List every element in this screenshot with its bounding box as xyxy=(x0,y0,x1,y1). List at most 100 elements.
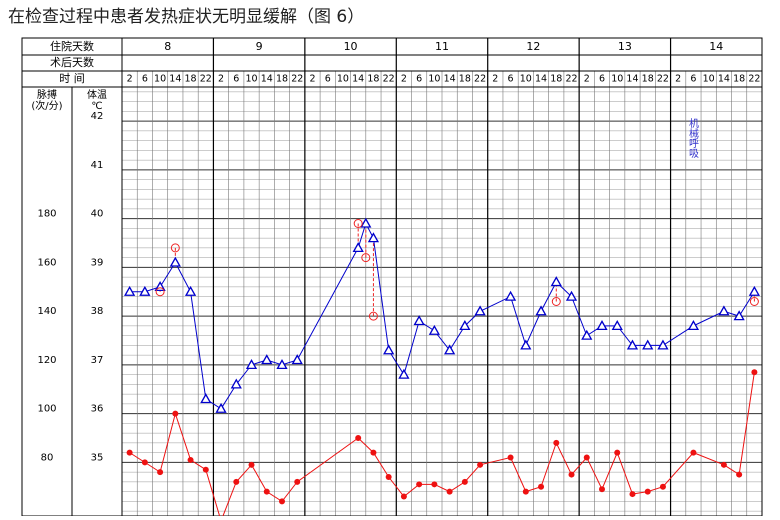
cooled-temperature-point xyxy=(368,311,378,321)
cooled-temperature-point xyxy=(170,243,180,253)
temperature-point xyxy=(626,339,639,350)
pulse-point xyxy=(248,461,255,468)
row-label: 时 间 xyxy=(59,72,85,85)
annotation: 机械呼吸 xyxy=(687,117,699,159)
temperature-point xyxy=(413,315,425,326)
temperature-point xyxy=(596,320,608,331)
x-tick-label: 10 xyxy=(428,74,440,85)
temperature-point xyxy=(398,368,410,379)
temperature-point xyxy=(169,256,181,267)
temperature-point xyxy=(687,320,700,331)
temperature-point xyxy=(642,339,654,350)
pulse-point xyxy=(233,478,240,485)
pulse-point xyxy=(431,481,438,488)
x-tick-label: 6 xyxy=(233,74,239,85)
pulse-point xyxy=(629,491,636,498)
temperature-point xyxy=(459,320,471,331)
day-label: 14 xyxy=(709,40,723,53)
temperature-point xyxy=(581,329,593,340)
temperature-point xyxy=(657,339,669,350)
pulse-point xyxy=(751,369,758,376)
x-tick-label: 14 xyxy=(169,74,181,85)
temperature-point xyxy=(352,242,364,253)
x-tick-label: 10 xyxy=(703,74,715,85)
y2-tick-label: 120 xyxy=(37,355,56,366)
x-tick-label: 6 xyxy=(325,74,331,85)
x-tick-label: 6 xyxy=(690,74,696,85)
temperature-point xyxy=(535,305,547,316)
pulse-point xyxy=(157,469,164,476)
y2-tick-label: 80 xyxy=(41,452,54,463)
y-tick-label: 40 xyxy=(91,209,104,220)
pulse-point xyxy=(385,474,392,480)
temperature-point xyxy=(261,354,273,365)
pulse-point xyxy=(690,449,697,456)
x-tick-label: 14 xyxy=(352,74,364,85)
plot xyxy=(124,217,760,516)
day-label: 13 xyxy=(618,40,632,53)
temperature-point xyxy=(200,393,212,404)
temperature-point xyxy=(550,276,562,287)
chart-frame xyxy=(21,37,763,517)
x-tick-label: 22 xyxy=(383,74,395,85)
x-tick-label: 6 xyxy=(416,74,422,85)
temperature-point xyxy=(184,285,197,296)
cooled-temperature-point xyxy=(749,297,759,306)
x-tick-label: 6 xyxy=(508,74,514,85)
temperature-point xyxy=(245,359,258,370)
x-tick-label: 18 xyxy=(550,74,562,85)
x-tick-label: 6 xyxy=(599,74,605,85)
pulse-point xyxy=(172,410,179,417)
x-tick-label: 14 xyxy=(718,74,730,85)
temperature-point xyxy=(291,354,303,365)
cooled-temperature-point xyxy=(353,219,363,228)
y2-tick-label: 160 xyxy=(37,257,56,268)
y-tick-label: 37 xyxy=(91,355,104,366)
pulse-point xyxy=(202,466,209,473)
pulse-point xyxy=(477,461,484,468)
x-tick-label: 22 xyxy=(565,74,577,85)
temperature-point xyxy=(718,305,730,316)
pulse-point xyxy=(141,459,148,466)
pulse-point xyxy=(568,471,575,478)
y2-tick-label: 140 xyxy=(37,306,56,317)
axis-title: 脉搏 xyxy=(37,88,57,101)
temperature-point xyxy=(611,320,623,331)
day-label: 10 xyxy=(344,40,358,53)
x-tick-label: 10 xyxy=(611,74,623,85)
temperature-point xyxy=(230,378,242,389)
cooled-temperature-point xyxy=(361,253,371,263)
temperature-point xyxy=(520,339,532,350)
pulse-point xyxy=(659,483,666,490)
pulse-point xyxy=(370,449,377,456)
x-tick-label: 14 xyxy=(444,74,456,85)
pulse-point xyxy=(720,461,727,468)
x-tick-label: 18 xyxy=(733,74,745,85)
y2-tick-label: 100 xyxy=(37,404,56,415)
y-tick-label: 41 xyxy=(91,160,104,171)
x-tick-label: 10 xyxy=(337,74,349,85)
temperature-point xyxy=(504,290,517,301)
y-tick-label: 42 xyxy=(91,111,104,122)
cooled-temperature-point xyxy=(551,297,561,306)
pulse-point xyxy=(294,478,301,485)
day-label: 12 xyxy=(526,40,540,53)
temperature-point xyxy=(444,344,456,355)
pulse-point xyxy=(736,471,743,478)
axis-title: ℃ xyxy=(91,101,102,112)
x-tick-label: 10 xyxy=(245,74,257,85)
pulse-point xyxy=(599,486,605,493)
x-tick-label: 2 xyxy=(127,74,133,85)
pulse-point xyxy=(507,454,514,461)
x-tick-label: 22 xyxy=(474,74,486,85)
row-label: 住院天数 xyxy=(50,39,94,53)
x-tick-label: 10 xyxy=(520,74,532,85)
x-tick-label: 2 xyxy=(401,74,407,85)
pulse-point xyxy=(538,483,545,490)
x-tick-label: 10 xyxy=(154,74,166,85)
pulse-point xyxy=(461,478,468,485)
x-tick-label: 14 xyxy=(626,74,638,85)
day-label: 8 xyxy=(164,40,171,53)
y-tick-label: 38 xyxy=(91,306,104,317)
x-tick-label: 2 xyxy=(675,74,681,85)
